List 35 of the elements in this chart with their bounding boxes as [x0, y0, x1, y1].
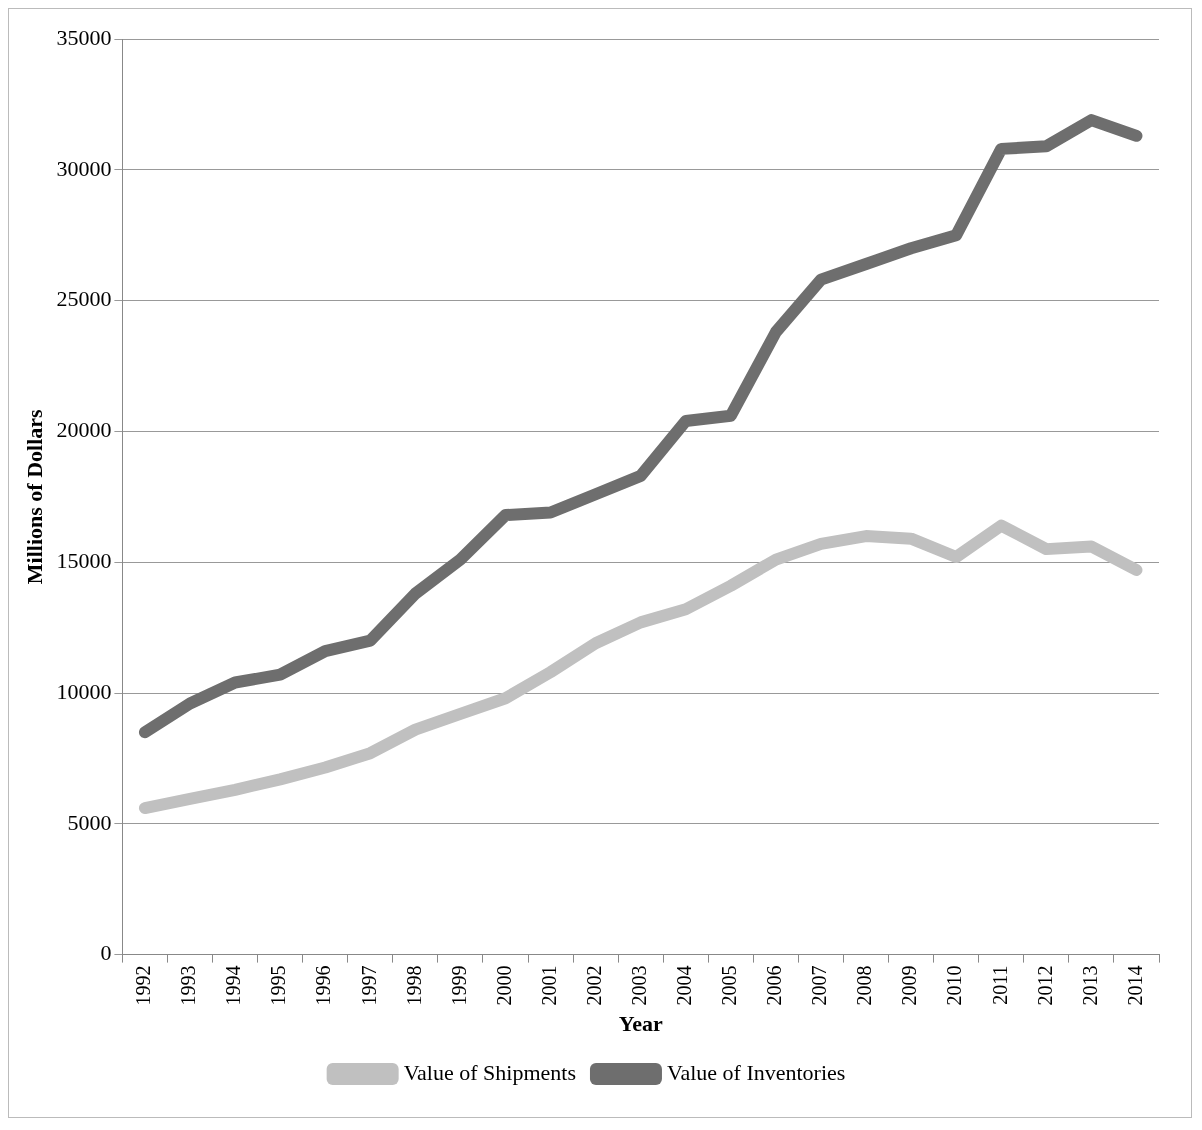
x-tick-label: 2007 [808, 965, 831, 1006]
x-tick-label: 2008 [853, 965, 876, 1006]
x-tick-label: 2001 [537, 965, 560, 1006]
x-tick-label: 1993 [177, 965, 200, 1006]
y-tick-label: 15000 [56, 547, 112, 573]
legend-label: Value of Shipments [403, 1059, 576, 1085]
y-tick-label: 5000 [67, 809, 112, 835]
x-tick-label: 2000 [492, 965, 515, 1006]
x-tick-label: 2002 [582, 965, 605, 1006]
y-tick-label: 0 [100, 940, 112, 966]
x-tick-label: 1998 [402, 965, 425, 1006]
x-tick-label: 1996 [312, 965, 335, 1006]
x-tick-label: 2012 [1033, 965, 1056, 1006]
y-tick-label: 30000 [56, 155, 112, 181]
x-tick-label: 2004 [673, 965, 696, 1006]
y-tick-label: 20000 [56, 417, 112, 443]
x-tick-label: 2006 [763, 965, 786, 1006]
x-tick-label: 2003 [627, 965, 650, 1006]
y-tick-label: 35000 [56, 24, 112, 50]
x-tick-label: 1994 [222, 965, 245, 1006]
x-tick-label: 2009 [898, 965, 921, 1006]
y-tick-label: 10000 [56, 678, 112, 704]
y-axis-title: Millions of Dollars [21, 408, 47, 585]
x-tick-label: 2005 [718, 965, 741, 1006]
x-tick-label: 1992 [132, 965, 155, 1006]
x-tick-label: 1995 [267, 965, 290, 1006]
x-tick-label: 2011 [988, 965, 1011, 1005]
x-tick-label: 2013 [1078, 965, 1101, 1006]
legend-label: Value of Inventories [666, 1059, 846, 1085]
x-tick-label: 1999 [447, 965, 470, 1006]
x-tick-label: 1997 [357, 965, 380, 1006]
x-tick-label: 2014 [1123, 965, 1146, 1006]
y-tick-label: 25000 [56, 286, 112, 312]
x-tick-label: 2010 [943, 965, 966, 1006]
x-axis-title: Year [618, 1011, 663, 1037]
